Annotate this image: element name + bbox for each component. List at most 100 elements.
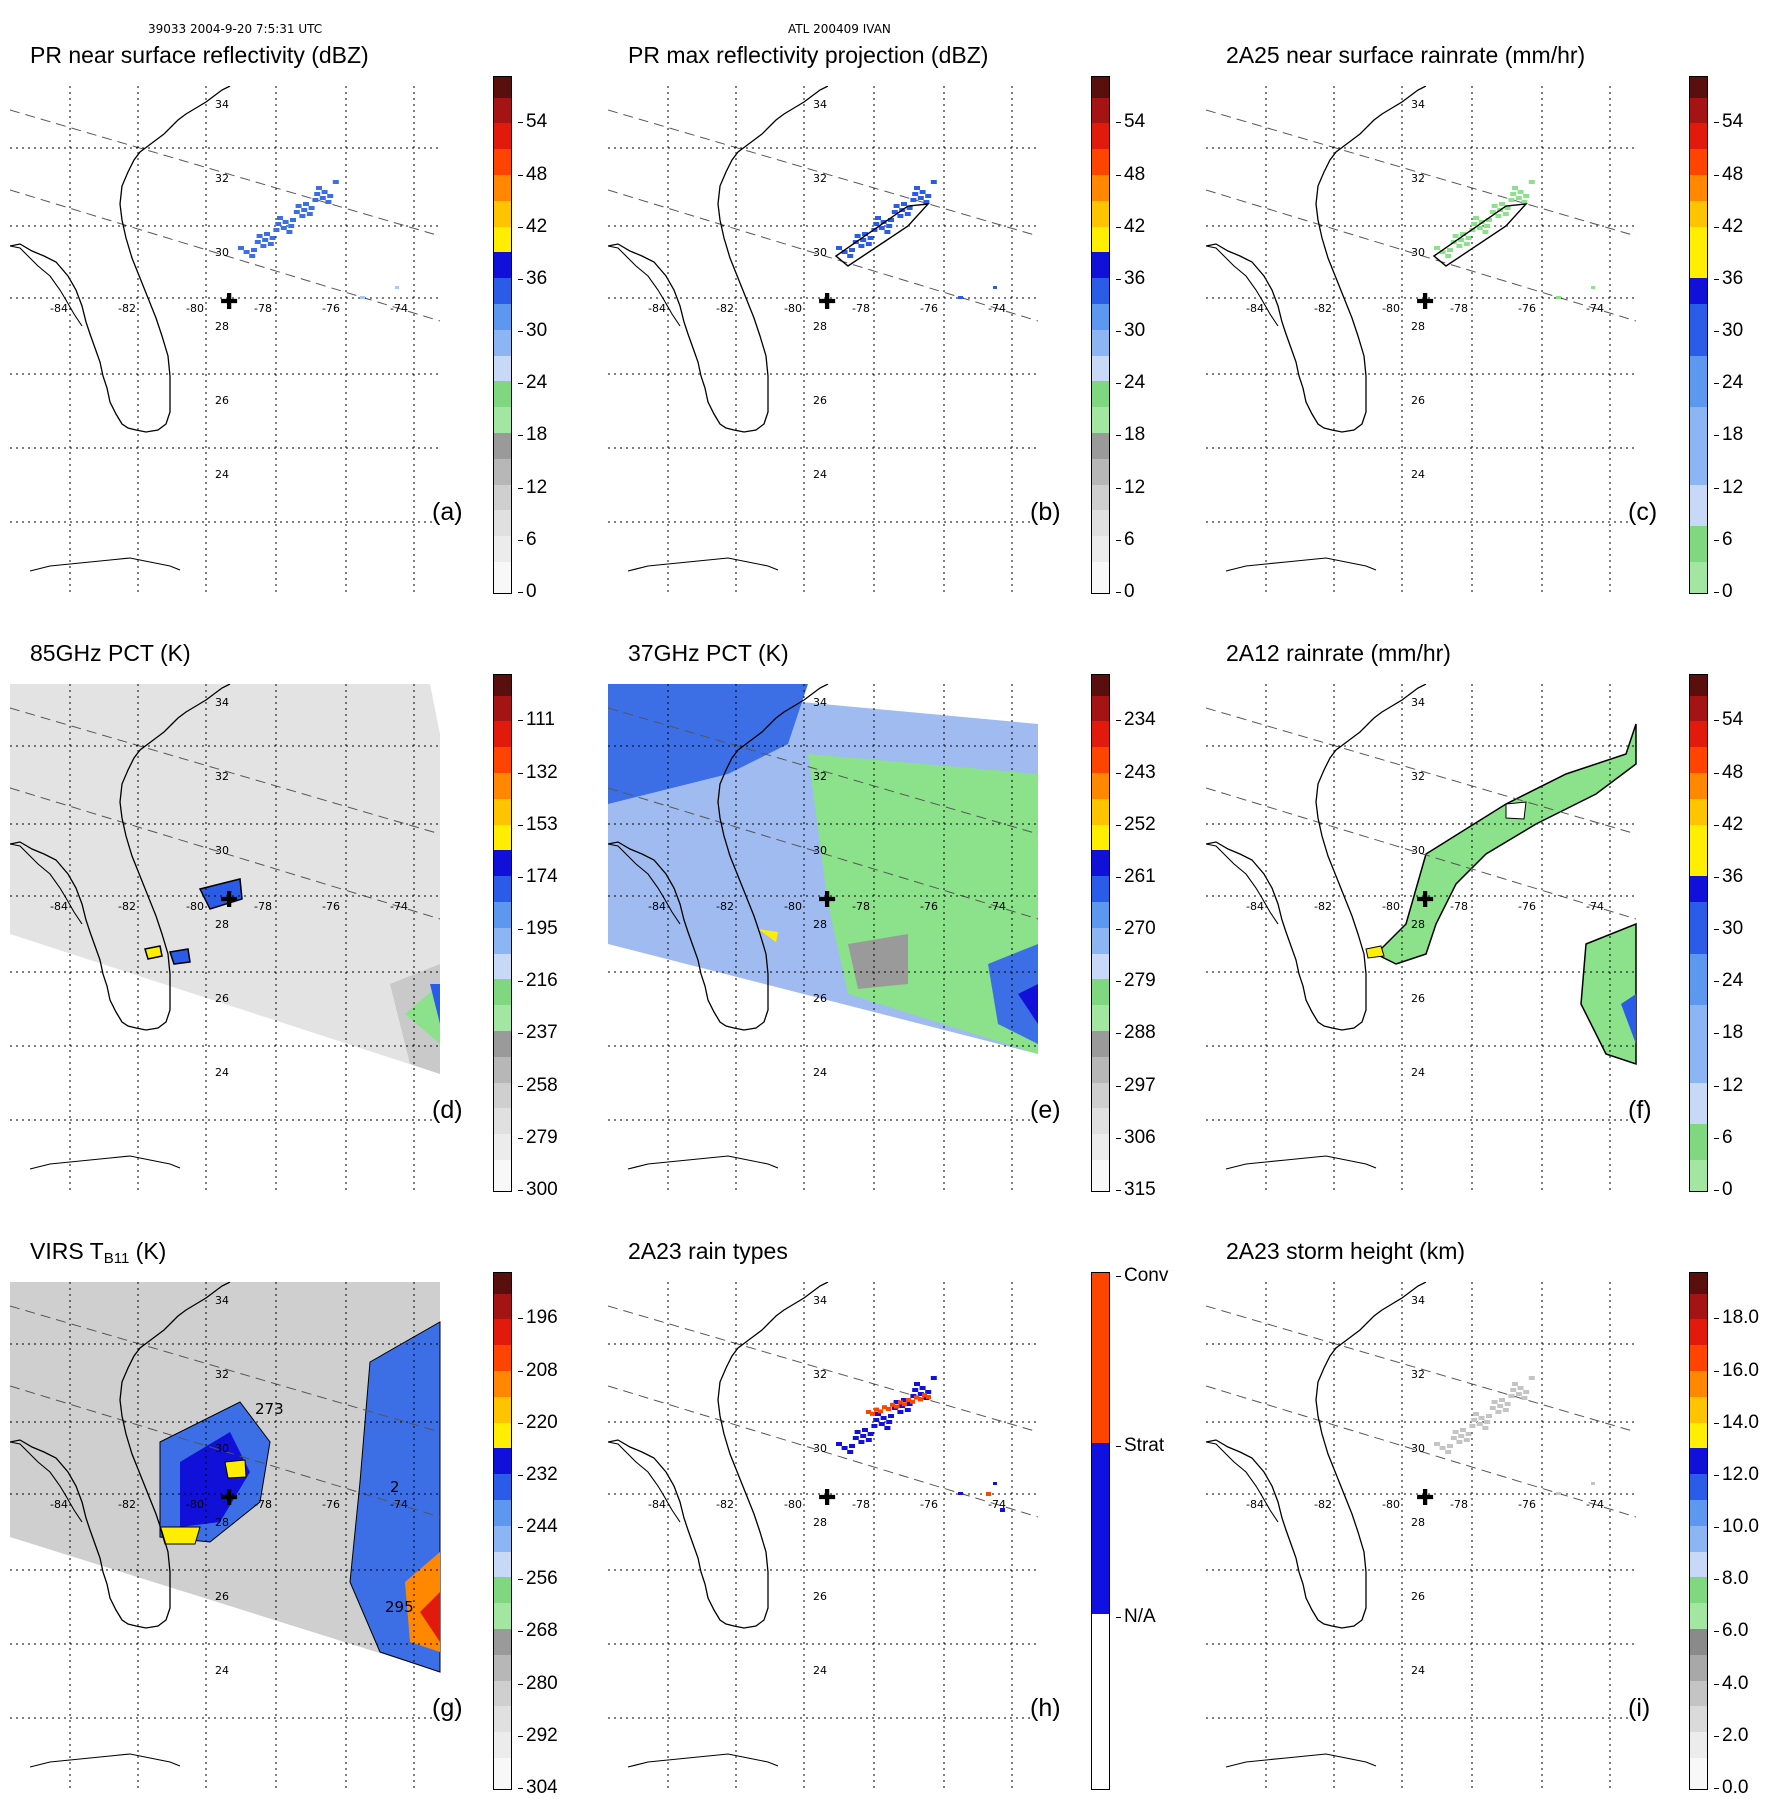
panel-e: ✚ -84 -82 -80 -78 -76 -74 34 32 30 28 26 24 37GHz PCT… [598, 638, 1178, 1200]
colorbar-ticks: Conv Strat N/A [1116, 1265, 1176, 1788]
colorbar-segment [1092, 1031, 1109, 1057]
colorbar-tick-label: 306 [1124, 1126, 1156, 1148]
echo-pixel [1447, 1444, 1453, 1448]
colorbar [1091, 1272, 1110, 1790]
panel-title: PR max reflectivity projection (dBZ) [628, 42, 989, 68]
colorbar-tick-label: 196 [526, 1307, 558, 1329]
panel-a: ✚ -84 -82 -80 -78 -76 -74 34 32 30 28 26 24 PR near s… [0, 40, 580, 602]
panel-title: 85GHz PCT (K) [30, 640, 191, 666]
echo-pixel [852, 1436, 859, 1440]
echo-pixel [1463, 242, 1470, 246]
colorbar-ticks: 18.0 16.0 14.0 12.0 10.0 8.0 6.0 4.0 2.0 0.0 [1714, 1272, 1771, 1798]
echo-pixel [867, 236, 874, 240]
lon-label: -76 [1518, 900, 1536, 913]
echo-pixel [1502, 1408, 1509, 1412]
echo-pixel [1489, 210, 1496, 214]
echo-pixel [917, 196, 924, 200]
echo-pixel [1445, 254, 1452, 258]
colorbar-segment [1092, 484, 1109, 511]
lon-label: -80 [784, 302, 802, 315]
colorbar-tick-label: 6 [1722, 1126, 1733, 1148]
colorbar-tick-label: 297 [1124, 1074, 1156, 1096]
echo-conv [918, 1397, 923, 1402]
colorbar-tick-mark [1714, 383, 1719, 385]
colorbar-segment [494, 562, 511, 593]
plus-marker-icon: ✚ [220, 1486, 238, 1511]
colorbar-segment [494, 97, 511, 124]
echo-pixel [264, 232, 270, 236]
rain-region-2 [1580, 922, 1637, 1066]
map-area: ✚ -84 -82 -80 -78 -76 -74 34 32 30 28 26 24 [608, 1282, 1078, 1792]
echo-pixel [1515, 196, 1522, 200]
echo-pixel [1476, 226, 1483, 230]
lat-label: 32 [813, 172, 827, 185]
echo-pixel [854, 1430, 861, 1434]
colorbar-segment [494, 1551, 511, 1578]
echo-strat [1000, 1508, 1005, 1512]
panel-label: (c) [1628, 498, 1658, 526]
colorbar [1689, 76, 1708, 594]
colorbar-tick-label: 18.0 [1722, 1307, 1759, 1329]
colorbar-segment [494, 902, 511, 928]
colorbar-tick-label: 237 [526, 1022, 558, 1044]
coastline [608, 1282, 829, 1629]
title-subscript: B11 [103, 1250, 130, 1267]
colorbar-ticks: 54 48 42 36 30 24 18 12 6 0 [1714, 76, 1771, 602]
colorbar-tick-label: 220 [526, 1411, 558, 1433]
colorbar-segment [1690, 525, 1707, 563]
swath-edge-north [1206, 1305, 1637, 1433]
echo-pixel [871, 1424, 878, 1428]
colorbar-segment [1092, 226, 1109, 253]
colorbar-segment [494, 1448, 511, 1475]
echo-pixel [1486, 218, 1492, 222]
echo-pixel [862, 1428, 868, 1432]
echo-pixel [260, 244, 267, 248]
colorbar-tick-label: 8.0 [1722, 1568, 1749, 1590]
echo-pixel [1556, 296, 1561, 299]
panel-title: 2A12 rainrate (mm/hr) [1226, 640, 1451, 666]
colorbar-tick-mark [1116, 435, 1121, 437]
lon-label: -84 [50, 900, 68, 913]
colorbar-tick-mark [518, 1735, 523, 1737]
echo-conv [926, 1395, 931, 1399]
lat-label: 34 [1411, 98, 1425, 111]
colorbar-tick-label: 48 [1722, 761, 1744, 783]
colorbar-segment [494, 1603, 511, 1630]
colorbar-segment [494, 1160, 511, 1191]
colorbar-tick-mark [518, 876, 523, 878]
colorbar-tick-mark [1714, 981, 1719, 983]
colorbar-segment [1690, 252, 1707, 279]
echo-pixel [904, 1408, 911, 1412]
echo-pixel [249, 254, 256, 258]
colorbar-segment [1690, 484, 1707, 526]
echo-pixel [878, 226, 885, 230]
lat-label: 28 [215, 320, 229, 333]
swath-edge-south [608, 1385, 1039, 1518]
lat-label: 30 [1411, 246, 1425, 259]
colorbar-segment [1690, 562, 1707, 593]
colorbar-tick-label: 18 [1722, 1022, 1744, 1044]
colorbar-tick-mark [518, 331, 523, 333]
swath-edge-north [608, 707, 1039, 835]
map-area: ✚ -84 -82 -80 -78 -76 -74 34 32 30 28 26 24 [608, 86, 1078, 596]
echo-pixel [1456, 1440, 1463, 1444]
panel-label: (g) [432, 1694, 463, 1722]
echo-pixel [1484, 224, 1491, 228]
lon-label: -78 [852, 900, 870, 913]
colorbar-tick-label: 12.0 [1722, 1463, 1759, 1485]
lat-label: 24 [813, 1664, 827, 1677]
colorbar-tick-mark [1714, 1788, 1719, 1789]
colorbar-segment [494, 953, 511, 980]
echo-pixel [873, 222, 880, 226]
lon-label: -76 [920, 1498, 938, 1511]
colorbar-tick-mark [1714, 876, 1719, 878]
rain-band [988, 944, 1038, 1044]
colorbar-segment [1690, 1706, 1707, 1733]
colorbar-tick-label: 30 [1722, 918, 1744, 940]
colorbar-segment [1690, 902, 1707, 954]
lat-label: 30 [215, 1442, 229, 1455]
colorbar-segment [1092, 1134, 1109, 1161]
echo-pixel [1497, 1404, 1504, 1408]
lon-label: -76 [322, 1498, 340, 1511]
panel-g: ✚ -84 -82 -80 -78 -76 -74 34 32 30 28 26 24 273 2 295 VI… [0, 1236, 580, 1798]
